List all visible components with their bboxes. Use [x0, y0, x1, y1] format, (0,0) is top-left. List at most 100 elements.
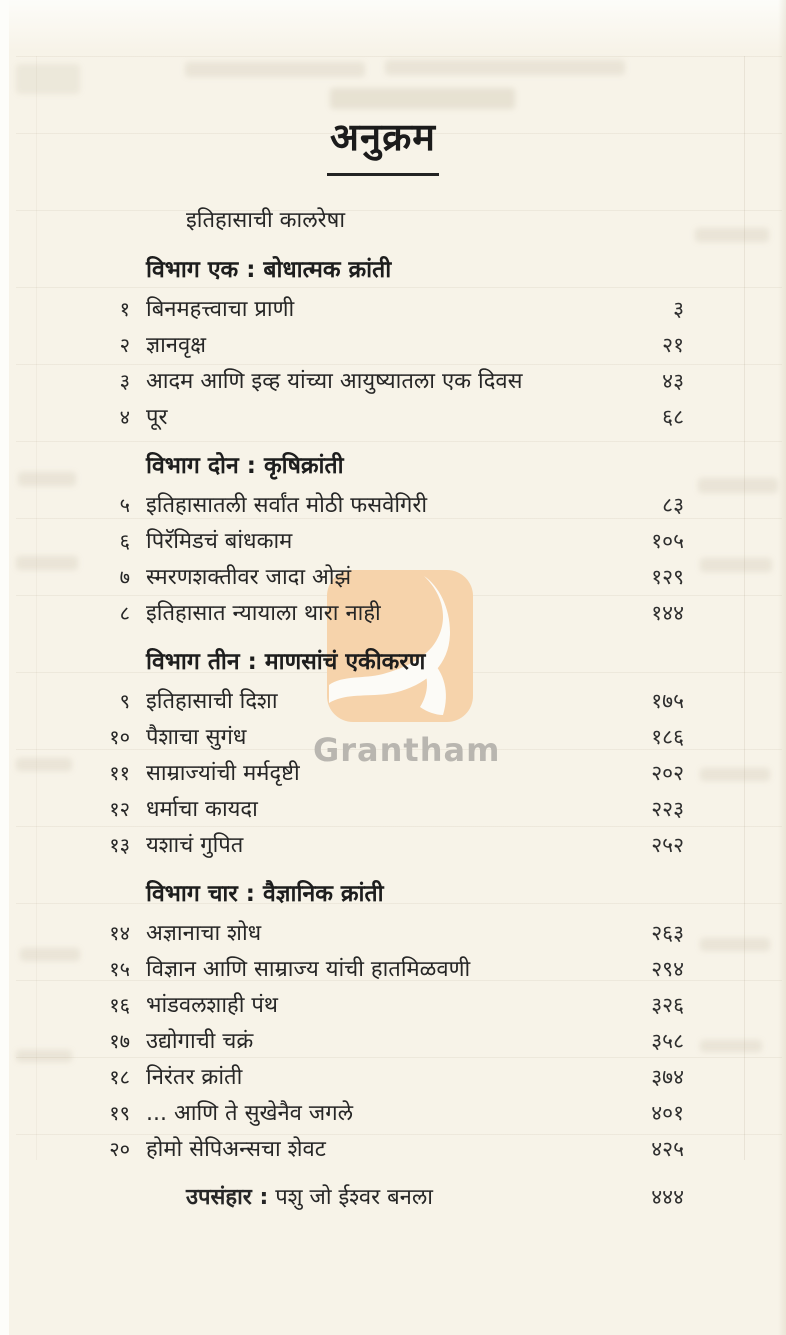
showthrough-text-blur [700, 938, 770, 951]
section-heading: विभाग चार : वैज्ञानिक क्रांती [146, 881, 384, 907]
chapter-title: इतिहासाची दिशा [146, 689, 278, 714]
chapter-title: आदम आणि इव्ह यांच्या आयुष्यातला एक दिवस [146, 369, 523, 394]
chapter-number: १२ [109, 797, 130, 821]
chapter-page-number: ३७४ [651, 1065, 684, 1089]
showthrough-text-blur [700, 558, 772, 572]
chapter-row: ८ इतिहासात न्यायाला थारा नाही १४४ [90, 598, 684, 634]
toc-section: विभाग दोन : कृषिक्रांती ५ इतिहासातली सर्… [90, 450, 684, 634]
chapter-title: निरंतर क्रांती [146, 1065, 243, 1090]
chapter-title: इतिहासातली सर्वांत मोठी फसवेगिरी [146, 493, 428, 518]
chapter-page-number: १२९ [651, 565, 684, 589]
chapter-row: ३ आदम आणि इव्ह यांच्या आयुष्यातला एक दिव… [90, 366, 684, 402]
chapter-page-number: ८३ [662, 493, 684, 517]
chapter-number: ८ [119, 601, 130, 625]
chapter-row: २ ज्ञानवृक्ष २१ [90, 330, 684, 366]
chapter-row: १७ उद्योगाची चक्रं ३५८ [90, 1026, 684, 1062]
chapter-number: १८ [109, 1065, 130, 1089]
chapter-title: पिरॅमिडचं बांधकाम [146, 529, 293, 554]
chapter-row: १३ यशाचं गुपित २५२ [90, 830, 684, 866]
chapter-number: ११ [109, 761, 130, 785]
page-title: अनुक्रम [329, 115, 437, 159]
chapter-row: १८ निरंतर क्रांती ३७४ [90, 1062, 684, 1098]
page-header: अनुक्रम [0, 110, 766, 176]
chapter-row: १ बिनमहत्त्वाचा प्राणी ३ [90, 294, 684, 330]
chapter-page-number: २१ [662, 333, 684, 357]
section-heading: विभाग दोन : कृषिक्रांती [146, 453, 344, 479]
front-matter-title: इतिहासाची कालरेषा [186, 208, 346, 233]
showthrough-text-blur [16, 556, 78, 570]
chapter-number: १७ [109, 1029, 130, 1053]
chapter-number: १५ [109, 957, 130, 981]
chapter-page-number: १४४ [651, 601, 684, 625]
epilogue-title: पशु जो ईश्वर बनला [275, 1185, 433, 1210]
chapter-page-number: २२३ [651, 797, 684, 821]
chapter-title: ... आणि ते सुखेनैव जगले [146, 1101, 353, 1126]
chapter-page-number: ४२५ [651, 1137, 684, 1161]
showthrough-text-blur [16, 64, 80, 94]
showthrough-vertical-line [36, 56, 37, 1160]
chapter-page-number: ६८ [662, 405, 684, 429]
chapter-row: १२ धर्माचा कायदा २२३ [90, 794, 684, 830]
chapter-number: २० [109, 1137, 130, 1161]
chapter-number: ९ [119, 689, 130, 713]
chapter-number: १९ [109, 1101, 130, 1125]
showthrough-text-blur [20, 948, 80, 961]
toc-section: विभाग तीन : माणसांचं एकीकरण ९ इतिहासाची … [90, 646, 684, 866]
page-edge-shadow [778, 0, 786, 1335]
section-heading: विभाग तीन : माणसांचं एकीकरण [146, 649, 426, 675]
chapter-title: बिनमहत्त्वाचा प्राणी [146, 297, 295, 322]
chapter-title: पैशाचा सुगंध [146, 725, 247, 750]
chapter-row: ९ इतिहासाची दिशा १७५ [90, 686, 684, 722]
showthrough-text-blur [700, 768, 770, 781]
title-underline [327, 173, 439, 176]
chapter-number: ७ [119, 565, 130, 589]
showthrough-text-blur [698, 478, 778, 493]
chapter-row: ४ पूर ६८ [90, 402, 684, 438]
table-of-contents: इतिहासाची कालरेषा विभाग एक : बोधात्मक क्… [90, 206, 684, 1218]
chapter-page-number: २०२ [651, 761, 684, 785]
chapter-title: उद्योगाची चक्रं [146, 1029, 254, 1054]
chapter-row: १६ भांडवलशाही पंथ ३२६ [90, 990, 684, 1026]
chapter-title: विज्ञान आणि साम्राज्य यांची हातमिळवणी [146, 957, 471, 982]
chapter-row: १९ ... आणि ते सुखेनैव जगले ४०१ [90, 1098, 684, 1134]
showthrough-text-blur [185, 62, 365, 77]
chapter-number: ३ [119, 369, 130, 393]
chapter-row: ६ पिरॅमिडचं बांधकाम १०५ [90, 526, 684, 562]
chapter-number: ४ [119, 405, 130, 429]
chapter-page-number: २५२ [651, 833, 684, 857]
toc-section: विभाग एक : बोधात्मक क्रांती १ बिनमहत्त्व… [90, 254, 684, 438]
chapter-title: स्मरणशक्तीवर जादा ओझं [146, 565, 352, 590]
section-chapter-list: १ बिनमहत्त्वाचा प्राणी ३ २ ज्ञानवृक्ष २१… [90, 294, 684, 438]
chapter-page-number: २६३ [651, 921, 684, 945]
epilogue-title-line: उपसंहार : पशु जो ईश्वर बनला [130, 1183, 610, 1213]
page-edge-strip [0, 0, 9, 1335]
page-edge-fade [0, 0, 786, 52]
chapter-title: ज्ञानवृक्ष [146, 333, 207, 358]
showthrough-text-blur [700, 1040, 762, 1052]
chapter-title: अज्ञानाचा शोध [146, 921, 262, 946]
toc-sections: विभाग एक : बोधात्मक क्रांती १ बिनमहत्त्व… [90, 254, 684, 1170]
chapter-number: २ [119, 333, 130, 357]
showthrough-vertical-line [744, 56, 745, 1160]
chapter-page-number: १८६ [651, 725, 684, 749]
chapter-row: ११ साम्राज्यांची मर्मदृष्टी २०२ [90, 758, 684, 794]
chapter-title: धर्माचा कायदा [146, 797, 258, 822]
chapter-number: १३ [109, 833, 130, 857]
chapter-page-number: ३५८ [651, 1029, 684, 1053]
showthrough-text-blur [18, 472, 76, 486]
section-chapter-list: १४ अज्ञानाचा शोध २६३ १५ विज्ञान आणि साम्… [90, 918, 684, 1170]
showthrough-text-blur [385, 60, 625, 75]
chapter-title: साम्राज्यांची मर्मदृष्टी [146, 761, 300, 786]
chapter-row: ५ इतिहासातली सर्वांत मोठी फसवेगिरी ८३ [90, 490, 684, 526]
chapter-title: इतिहासात न्यायाला थारा नाही [146, 601, 381, 626]
chapter-number: १ [119, 297, 130, 321]
chapter-number: ६ [119, 529, 130, 553]
chapter-row: ७ स्मरणशक्तीवर जादा ओझं १२९ [90, 562, 684, 598]
chapter-number: ५ [119, 493, 130, 517]
chapter-title: होमो सेपिअन्सचा शेवट [146, 1137, 326, 1162]
epilogue-label: उपसंहार : [186, 1185, 269, 1210]
chapter-page-number: ३२६ [651, 993, 684, 1017]
section-heading: विभाग एक : बोधात्मक क्रांती [146, 257, 392, 283]
chapter-row: १५ विज्ञान आणि साम्राज्य यांची हातमिळवणी… [90, 954, 684, 990]
